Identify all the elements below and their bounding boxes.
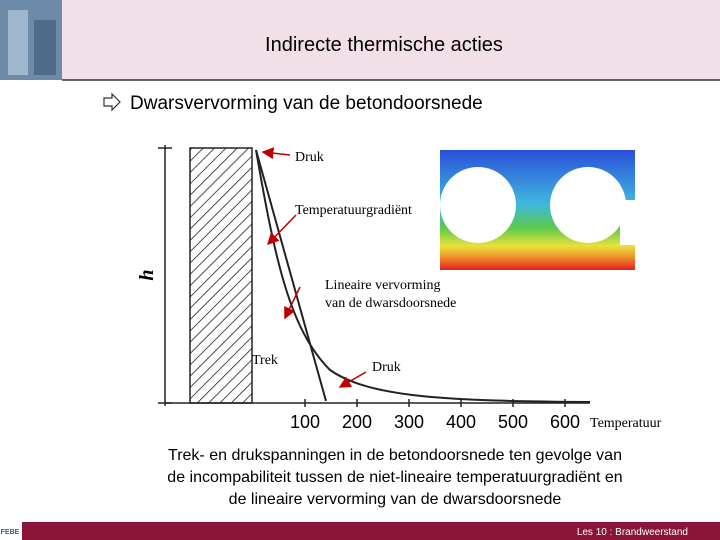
arrow bbox=[338, 371, 367, 388]
figure-label: Druk bbox=[372, 360, 401, 375]
figure-label: Druk bbox=[295, 150, 324, 165]
figure-label: van de dwarsdoorsnede bbox=[325, 296, 456, 311]
figure-label: Trek bbox=[252, 353, 278, 368]
figure-label: Temperatuurgradiënt bbox=[295, 203, 412, 218]
tick-label: 400 bbox=[446, 412, 476, 432]
tick-label: 300 bbox=[394, 412, 424, 432]
figure-label: Lineaire vervorming bbox=[325, 278, 440, 293]
header-photo-detail bbox=[34, 20, 56, 75]
footer-logo: FEBE bbox=[1, 529, 20, 536]
arrow bbox=[266, 214, 297, 246]
arrow bbox=[284, 286, 301, 320]
figure: h Druk Temperatuurgradiënt Lineaire verv… bbox=[136, 145, 662, 431]
header-bg bbox=[0, 0, 720, 80]
wall bbox=[189, 147, 253, 404]
title: Indirecte thermische acties bbox=[265, 34, 503, 56]
arrow bbox=[261, 147, 291, 160]
tick-label: 600 bbox=[550, 412, 580, 432]
footer-bar bbox=[22, 522, 720, 540]
tick-label: 500 bbox=[498, 412, 528, 432]
heat-legend bbox=[620, 200, 635, 245]
footer-text: Les 10 : Brandweerstand bbox=[577, 527, 688, 538]
heat-hole bbox=[550, 167, 626, 243]
bullet-text: Dwarsvervorming van de betondoorsnede bbox=[130, 93, 483, 114]
h-axis-label: Temperatuur bbox=[590, 416, 662, 431]
caption-line: Trek- en drukspanningen in de betondoors… bbox=[168, 447, 622, 464]
tick-labels: 100 200 300 400 500 600 bbox=[290, 399, 580, 432]
bullet-arrow bbox=[103, 92, 121, 112]
linear-line bbox=[255, 149, 327, 402]
caption-line: de incompabiliteit tussen de niet-lineai… bbox=[167, 469, 622, 486]
tick-label: 100 bbox=[290, 412, 320, 432]
header-photo-detail bbox=[8, 10, 28, 75]
v-axis-label: h bbox=[136, 269, 158, 280]
caption-line: de lineaire vervorming van de dwarsdoors… bbox=[229, 491, 562, 508]
heat-hole bbox=[440, 167, 516, 243]
tick-label: 200 bbox=[342, 412, 372, 432]
